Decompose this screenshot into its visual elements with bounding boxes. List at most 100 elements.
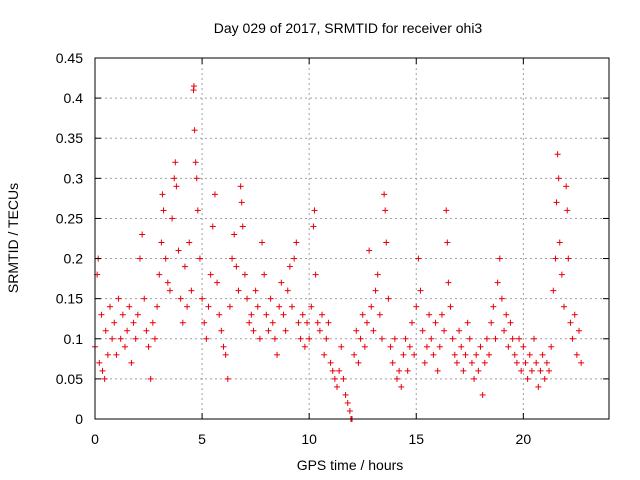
data-point [509, 335, 516, 342]
data-point [554, 151, 561, 158]
data-point [428, 335, 435, 342]
y-tick-label: 0.45 [56, 50, 83, 66]
data-point [363, 319, 370, 326]
data-point [471, 375, 478, 382]
data-point [385, 295, 392, 302]
data-point [571, 311, 578, 318]
data-point [269, 319, 276, 326]
data-point [344, 399, 351, 406]
data-point [323, 335, 330, 342]
data-point [451, 351, 458, 358]
data-point [520, 343, 527, 350]
data-point [381, 191, 388, 198]
data-point [256, 335, 263, 342]
data-point [563, 183, 570, 190]
data-point [329, 367, 336, 374]
data-point [193, 175, 200, 182]
data-point [151, 335, 158, 342]
data-point [192, 159, 199, 166]
data-point [301, 343, 308, 350]
data-point [235, 287, 242, 294]
data-point [132, 335, 139, 342]
x-tick-label: 5 [198, 431, 206, 447]
data-point [156, 271, 163, 278]
data-point [254, 303, 261, 310]
data-point [218, 327, 225, 334]
plot-frame [94, 57, 610, 420]
data-point [276, 303, 283, 310]
data-point [101, 375, 108, 382]
data-point [319, 311, 326, 318]
data-point [147, 375, 154, 382]
data-point [518, 367, 525, 374]
data-point [265, 327, 272, 334]
data-point [172, 159, 179, 166]
data-point [304, 319, 311, 326]
data-point [342, 391, 349, 398]
data-point [494, 279, 501, 286]
data-point [447, 303, 454, 310]
data-point [389, 359, 396, 366]
data-point [115, 295, 122, 302]
data-point [201, 319, 208, 326]
data-point [567, 319, 574, 326]
data-point [374, 271, 381, 278]
data-point [336, 367, 343, 374]
y-tick-label: 0.1 [64, 331, 84, 347]
data-point [387, 343, 394, 350]
data-point [359, 311, 366, 318]
data-point [109, 335, 116, 342]
data-point [136, 255, 143, 262]
y-tick-label: 0.05 [56, 371, 83, 387]
data-point [312, 271, 319, 278]
data-point [117, 335, 124, 342]
data-point [511, 351, 518, 358]
data-point [546, 367, 553, 374]
data-point [169, 215, 176, 222]
data-point [411, 351, 418, 358]
data-point [370, 327, 377, 334]
data-point [311, 207, 318, 214]
data-point [516, 335, 523, 342]
data-point [134, 311, 141, 318]
data-point [368, 303, 375, 310]
data-point [162, 255, 169, 262]
data-point [321, 351, 328, 358]
data-point [496, 255, 503, 262]
data-point [252, 287, 259, 294]
data-point [314, 319, 321, 326]
data-point [171, 175, 178, 182]
data-point [280, 311, 287, 318]
data-point [505, 343, 512, 350]
data-point [423, 343, 430, 350]
data-point [284, 287, 291, 294]
data-point [415, 255, 422, 262]
data-point [340, 375, 347, 382]
data-point [436, 343, 443, 350]
data-point [396, 367, 403, 374]
grid-lines [95, 58, 609, 419]
data-point [535, 383, 542, 390]
data-point [106, 303, 113, 310]
data-point [250, 327, 257, 334]
data-point [188, 287, 195, 294]
data-point [537, 367, 544, 374]
data-point [274, 351, 281, 358]
data-point [488, 319, 495, 326]
data-point [119, 311, 126, 318]
data-point [173, 183, 180, 190]
data-point [522, 359, 529, 366]
data-point [214, 279, 221, 286]
data-point [286, 263, 293, 270]
data-point [378, 335, 385, 342]
data-point [393, 375, 400, 382]
data-point [325, 319, 332, 326]
data-point [564, 207, 571, 214]
data-point [382, 207, 389, 214]
data-point [449, 335, 456, 342]
data-point [438, 311, 445, 318]
data-point [203, 335, 210, 342]
data-point [462, 351, 469, 358]
data-point [432, 319, 439, 326]
data-point [331, 375, 338, 382]
